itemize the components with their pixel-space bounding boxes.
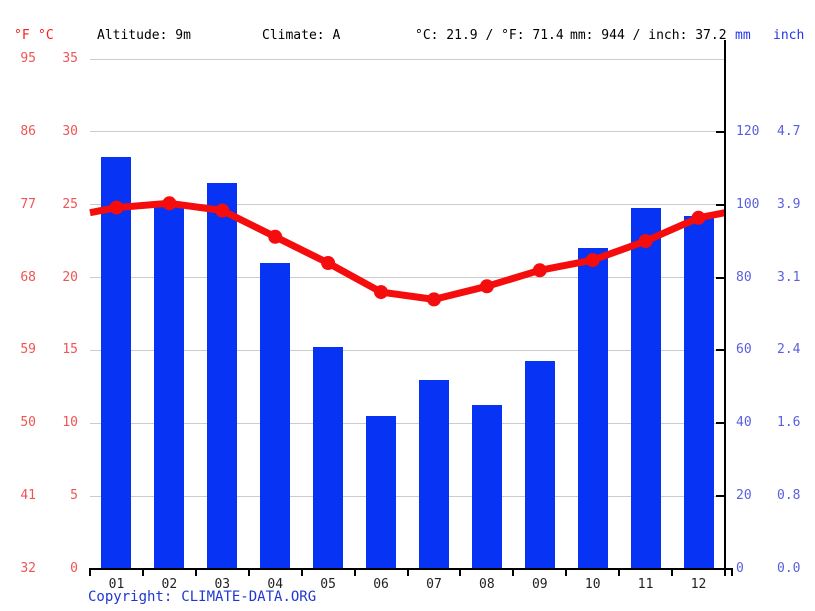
axis-label-c-5: 5 <box>70 488 78 504</box>
gridline-25c <box>90 204 725 206</box>
axis-label-mm-120: 120 <box>736 123 760 139</box>
axis-label-f-95: 95 <box>20 51 36 66</box>
header-climate-class: Climate: A <box>262 28 341 43</box>
month-label-12: 12 <box>690 577 707 592</box>
bottom-axis-tick <box>671 570 674 576</box>
precip-bar-03 <box>207 182 238 569</box>
bottom-axis-tick <box>353 570 356 576</box>
axis-label-inch-1.6: 1.6 <box>777 415 801 431</box>
axis-label-mm-0: 0 <box>736 561 744 576</box>
axis-label-f-68: 68 <box>20 269 36 285</box>
temp-point-07 <box>427 292 441 307</box>
axis-label-mm-40: 40 <box>736 415 752 431</box>
axis-label-inch-4.7: 4.7 <box>777 123 801 139</box>
header-precipitation-summary: mm: 944 / inch: 37.2 <box>570 28 727 43</box>
gridline-30c <box>90 131 725 133</box>
axis-label-mm-80: 80 <box>736 269 752 285</box>
axis-label-f-59: 59 <box>20 342 36 358</box>
precip-bar-11 <box>630 208 661 569</box>
temp-point-05 <box>321 256 336 270</box>
month-label-03: 03 <box>214 577 231 592</box>
axis-label-inch-3.9: 3.9 <box>777 196 801 212</box>
bottom-axis-tick <box>565 570 568 576</box>
gridline-10c <box>90 422 725 424</box>
gridline-15c <box>90 349 725 351</box>
precip-bar-09 <box>524 361 555 569</box>
bottom-axis-tick <box>141 570 144 576</box>
right-axis-tick <box>716 130 725 133</box>
bottom-axis-tick <box>300 570 303 576</box>
axis-label-mm-100: 100 <box>736 196 760 212</box>
axis-label-c-30: 30 <box>62 123 78 139</box>
precip-bar-04 <box>260 263 291 569</box>
gridline-5c <box>90 495 725 497</box>
month-label-09: 09 <box>531 577 548 592</box>
precip-bar-12 <box>683 215 714 569</box>
copyright-link[interactable]: CLIMATE-DATA.ORG <box>181 589 317 605</box>
axis-label-f-41: 41 <box>20 488 36 504</box>
axis-label-inch-2.4: 2.4 <box>777 342 801 358</box>
header-temperature-summary: °C: 21.9 / °F: 71.4 <box>415 28 564 43</box>
header-altitude: Altitude: 9m <box>97 28 191 43</box>
month-label-07: 07 <box>426 577 442 592</box>
precip-bar-02 <box>154 204 185 569</box>
axis-label-mm-60: 60 <box>736 342 752 358</box>
precip-bar-05 <box>313 346 344 569</box>
header-unit-inch: inch <box>773 28 805 43</box>
temp-point-09 <box>532 263 547 278</box>
axis-label-c-25: 25 <box>62 196 78 212</box>
bottom-axis-line <box>89 568 733 570</box>
month-label-04: 04 <box>267 577 284 592</box>
right-axis-tick <box>716 495 725 498</box>
axis-label-inch-3.1: 3.1 <box>777 269 801 285</box>
axis-label-inch-0.8: 0.8 <box>777 488 801 504</box>
month-label-05: 05 <box>320 577 336 592</box>
header-unit-mm: mm <box>735 28 751 43</box>
bottom-axis-tick <box>247 570 250 576</box>
bottom-axis-tick <box>731 570 733 576</box>
bottom-axis-tick <box>512 570 515 576</box>
bottom-axis-tick <box>724 570 726 576</box>
right-axis-line <box>724 40 726 570</box>
month-label-06: 06 <box>373 577 389 592</box>
temp-point-06 <box>374 285 388 300</box>
gridline-35c <box>90 58 725 60</box>
axis-label-f-86: 86 <box>20 123 36 139</box>
precip-bar-06 <box>366 416 397 569</box>
temp-point-08 <box>479 279 494 294</box>
precip-bar-10 <box>577 248 608 569</box>
month-label-02: 02 <box>161 577 178 592</box>
axis-label-f-77: 77 <box>20 196 36 212</box>
axis-label-c-10: 10 <box>62 415 78 431</box>
bottom-axis-tick <box>459 570 462 576</box>
bottom-axis-tick <box>194 570 197 576</box>
header-unit-fahrenheit: °F <box>14 28 30 43</box>
month-label-01: 01 <box>108 577 125 592</box>
axis-label-c-15: 15 <box>62 342 78 358</box>
copyright: Copyright: CLIMATE-DATA.ORG <box>88 589 316 605</box>
bottom-axis-tick <box>618 570 621 576</box>
axis-label-c-0: 0 <box>70 561 78 576</box>
precip-bar-08 <box>471 405 502 569</box>
axis-label-f-32: 32 <box>20 561 36 576</box>
header-unit-celsius: °C <box>38 28 54 43</box>
axis-label-c-20: 20 <box>62 269 78 285</box>
month-label-10: 10 <box>584 577 601 592</box>
precip-bar-07 <box>418 379 449 569</box>
axis-label-f-50: 50 <box>20 415 36 431</box>
copyright-label: Copyright: <box>88 589 173 605</box>
precip-bar-01 <box>101 157 132 569</box>
month-label-11: 11 <box>637 577 654 592</box>
bottom-axis-tick <box>406 570 409 576</box>
right-axis-tick <box>716 422 725 425</box>
right-axis-tick <box>716 349 725 352</box>
axis-label-mm-20: 20 <box>736 488 752 504</box>
axis-label-inch-0.0: 0.0 <box>777 561 801 576</box>
axis-label-c-35: 35 <box>62 51 78 66</box>
month-label-08: 08 <box>479 577 495 592</box>
temp-point-04 <box>268 229 283 244</box>
bottom-axis-tick <box>89 570 91 576</box>
